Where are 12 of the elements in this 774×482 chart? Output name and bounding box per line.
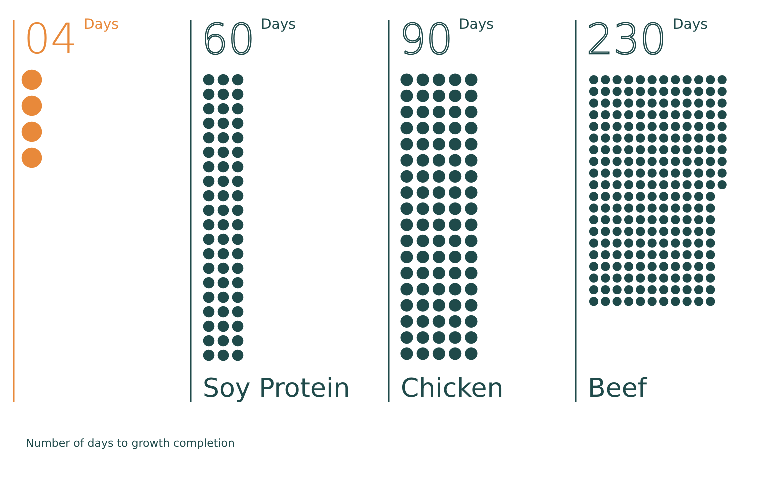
category-label: Chicken bbox=[401, 374, 504, 404]
data-label: 04 bbox=[24, 14, 78, 64]
category-label: Beef bbox=[588, 374, 648, 404]
data-label: 60 bbox=[202, 15, 256, 64]
text: Number of days to growth completion bbox=[26, 437, 235, 450]
data-label: 230 bbox=[586, 15, 667, 64]
text: Days bbox=[459, 17, 494, 33]
text: Days bbox=[84, 17, 119, 33]
text: Days bbox=[673, 17, 708, 33]
data-label: 90 bbox=[400, 15, 454, 64]
text: Days bbox=[261, 17, 296, 33]
category-label: Soy Protein bbox=[203, 374, 350, 404]
